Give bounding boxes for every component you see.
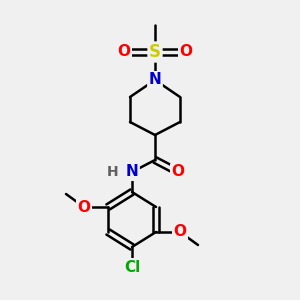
Text: O: O — [77, 200, 91, 214]
Text: O: O — [118, 44, 130, 59]
Text: N: N — [148, 73, 161, 88]
Text: N: N — [126, 164, 138, 179]
Text: S: S — [149, 43, 161, 61]
Text: O: O — [179, 44, 193, 59]
Text: H: H — [107, 165, 119, 179]
Text: O: O — [172, 164, 184, 179]
Text: O: O — [173, 224, 187, 239]
Text: Cl: Cl — [124, 260, 140, 274]
